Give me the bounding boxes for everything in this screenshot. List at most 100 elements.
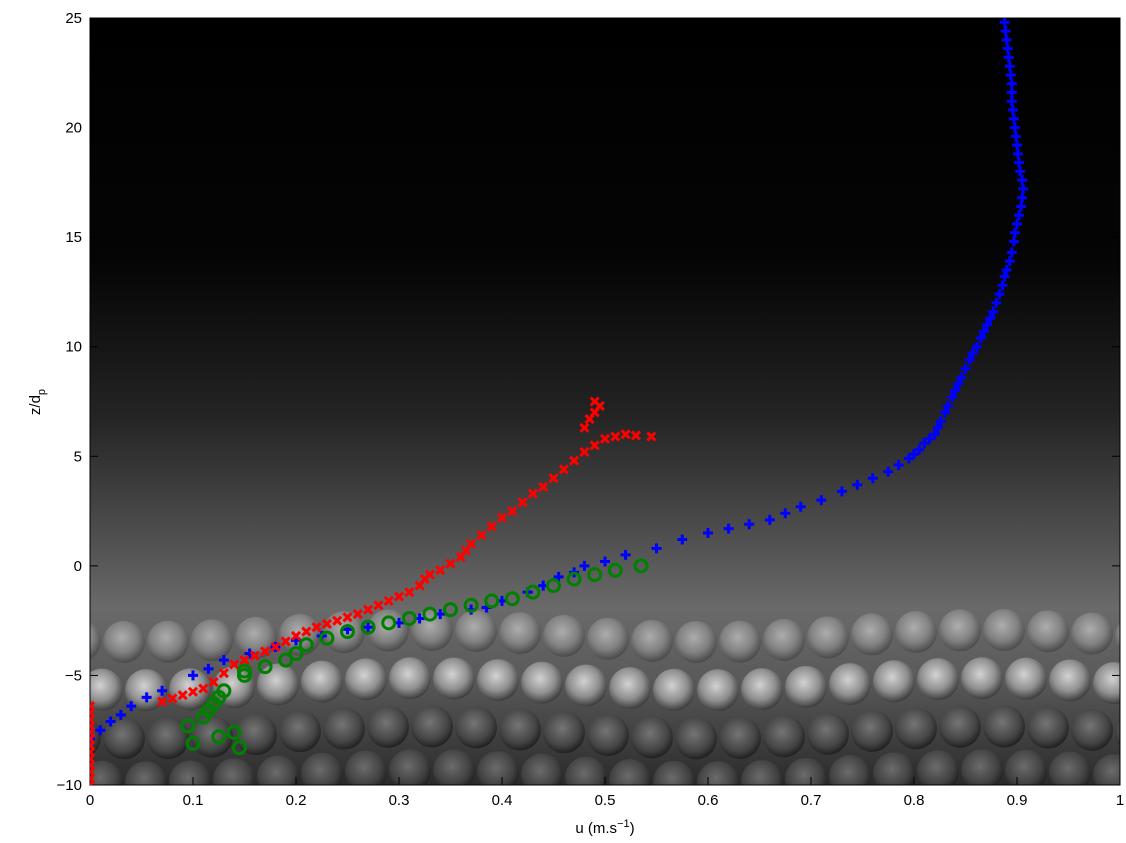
background-sphere [741,760,783,785]
x-marker [610,431,621,442]
plus-marker [1006,247,1017,258]
background-sphere [631,716,673,759]
plus-marker [1009,122,1020,133]
background-sphere [103,717,145,760]
y-tick-label: 5 [74,448,82,465]
x-marker [496,512,508,523]
plus-marker [1006,87,1017,98]
circle-marker [381,615,397,631]
x-marker [486,521,497,532]
background-sphere [609,759,651,785]
background-sphere [565,756,607,785]
plus-marker [203,663,214,674]
background-sphere [807,712,849,755]
plus-marker [932,422,943,433]
plus-marker [967,348,978,359]
plus-marker [1012,218,1022,229]
plus-marker [960,363,971,374]
plus-marker [1015,166,1026,177]
circle-marker [422,606,438,622]
plus-marker [600,556,610,567]
circle-marker [607,562,623,578]
x-marker [630,430,641,441]
plus-marker [997,280,1008,291]
x-marker [249,650,260,661]
background-sphere [653,760,695,785]
background-sphere [851,613,893,656]
background-sphere [257,663,299,706]
plus-marker [1002,43,1013,54]
x-tick-label: 0.1 [183,792,204,809]
x-tick-label: 0.4 [492,792,513,809]
background-sphere [433,749,475,785]
background-sphere [389,657,431,700]
plus-marker [1000,26,1011,37]
background-sphere [543,711,585,754]
plus-marker [964,354,975,365]
background-sphere [609,667,651,710]
plus-marker [723,523,734,534]
background-sphere [983,705,1025,748]
x-marker [517,497,528,508]
y-axis-label: z/dp [27,389,48,415]
circle-marker [226,724,242,740]
plus-marker [579,560,590,571]
x-marker [363,604,374,615]
background-sphere [631,619,673,662]
x-marker [280,636,291,647]
x-marker [301,626,312,637]
circle-marker [443,602,458,618]
plus-marker [1008,113,1019,124]
plus-marker [914,444,925,455]
plus-marker [1001,265,1012,276]
plus-marker [744,519,755,530]
plus-marker [893,460,904,471]
y-tick-label: 25 [65,10,82,27]
background-sphere [895,707,937,750]
circle-marker [298,637,314,653]
plus-marker [218,655,229,666]
plus-marker [1006,96,1017,107]
background-sphere [90,622,101,660]
plus-marker [935,416,946,427]
x-marker [466,538,477,550]
x-marker [435,565,446,576]
background-sphere [521,753,563,785]
plus-marker [90,733,95,744]
circle-marker [340,624,355,640]
x-tick-label: 0.5 [595,792,616,809]
axes: 0 0.1 0.2 0.3 0.4 0.5 0.6 0.7 0.8 0.9 1 −10 −5 0 5 10 15… [57,10,1125,809]
background-sphere [763,618,805,661]
x-marker [198,683,209,694]
x-marker [548,473,559,484]
plus-marker [883,466,894,477]
circle-marker [546,578,561,594]
circle-marker [633,558,649,574]
plus-marker [909,449,919,460]
plus-marker [1018,183,1029,194]
background-sphere [829,663,871,706]
plus-marker [651,543,662,554]
plus-marker [999,271,1010,282]
x-marker [157,696,168,707]
x-marker [579,446,590,457]
x-tick-label: 0.7 [801,792,822,809]
x-marker [332,615,343,626]
background-sphere [675,620,717,663]
plus-marker [1007,105,1018,116]
background-sphere [147,620,189,663]
plus-marker [1012,140,1022,151]
background-sphere [90,760,123,785]
y-tick-label: 10 [65,339,82,356]
plus-marker [985,313,996,324]
x-tick-label: 1 [1116,792,1124,809]
background-sphere [1049,659,1091,702]
background-sphere [719,717,761,760]
circle-marker [211,729,227,745]
data-marks [90,18,1029,785]
plus-marker [939,407,950,418]
background-sphere [477,751,519,785]
x-marker [569,455,580,466]
plus-marker [816,495,827,506]
x-marker [260,646,271,657]
